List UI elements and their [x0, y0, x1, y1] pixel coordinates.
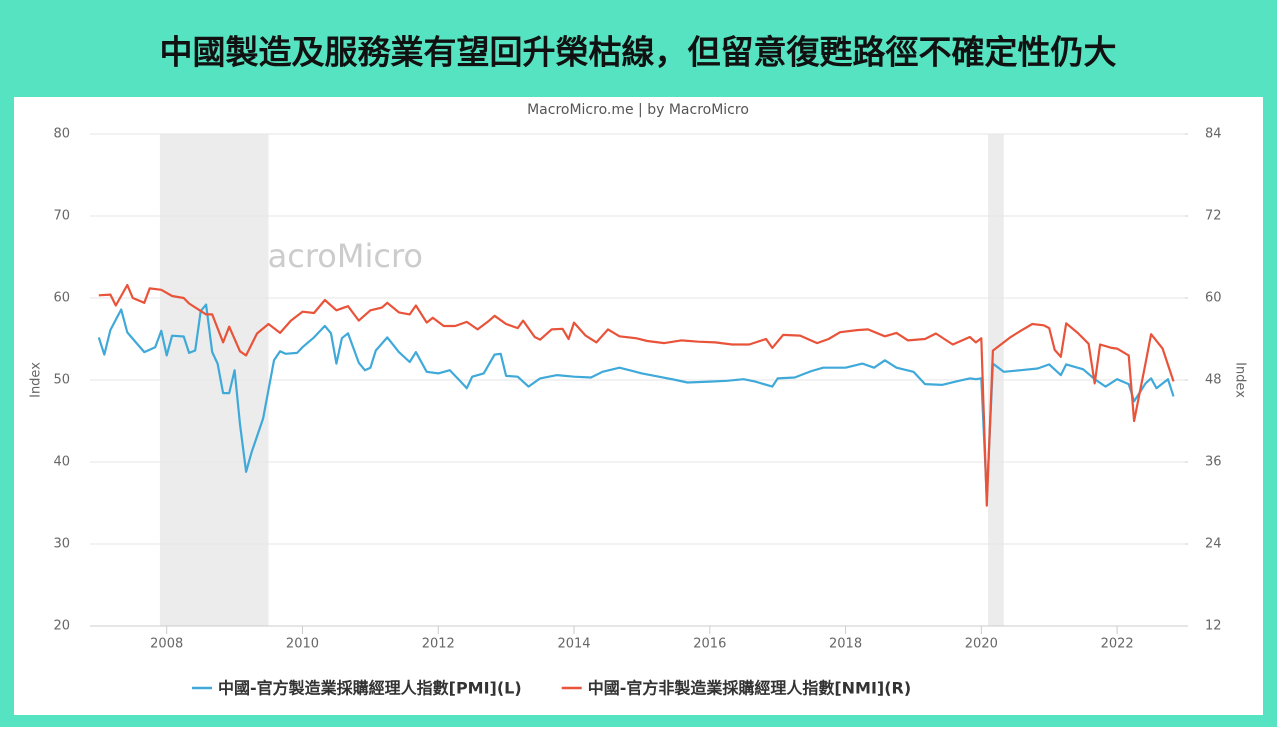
y2-tick-label: 24 — [1205, 537, 1222, 552]
legend: 中國-官方製造業採購經理人指數[PMI](L) 中國-官方非製造業採購經理人指數[… — [192, 679, 911, 698]
y2-tick-label: 60 — [1205, 291, 1222, 306]
x-tick-label: 2014 — [557, 637, 590, 652]
x-tick-label: 2022 — [1101, 637, 1134, 652]
y-tick-label: 80 — [53, 127, 70, 142]
x-tick-label: 2018 — [829, 637, 862, 652]
subtitle: MacroMicro.me | by MacroMicro — [527, 102, 749, 118]
y-tick-label: 50 — [53, 373, 70, 388]
y-tick-label: 60 — [53, 291, 70, 306]
watermark: MacroMicro — [240, 237, 423, 275]
y2-tick-label: 36 — [1205, 455, 1222, 470]
y-tick-label: 30 — [53, 537, 70, 552]
x-tick-label: 2008 — [150, 637, 183, 652]
y2-tick-label: 72 — [1205, 209, 1222, 224]
x-tick-label: 2010 — [286, 637, 319, 652]
y-axis-label: Index — [29, 362, 44, 398]
y-tick-label: 70 — [53, 209, 70, 224]
y-tick-label: 40 — [53, 455, 70, 470]
x-tick-label: 2012 — [422, 637, 455, 652]
y2-tick-label: 48 — [1205, 373, 1222, 388]
y2-tick-label: 84 — [1205, 127, 1222, 142]
legend-label: 中國-官方非製造業採購經理人指數[NMI](R) — [588, 679, 911, 698]
x-tick-label: 2020 — [965, 637, 998, 652]
series-line — [98, 283, 1175, 507]
legend-label: 中國-官方製造業採購經理人指數[PMI](L) — [218, 679, 522, 698]
y-tick-label: 20 — [53, 619, 70, 634]
y2-tick-label: 12 — [1205, 619, 1222, 634]
chart-title: 中國製造及服務業有望回升榮枯線，但留意復甦路徑不確定性仍大 — [160, 33, 1117, 72]
x-tick-label: 2016 — [693, 637, 726, 652]
y2-axis-label: Index — [1233, 362, 1248, 398]
